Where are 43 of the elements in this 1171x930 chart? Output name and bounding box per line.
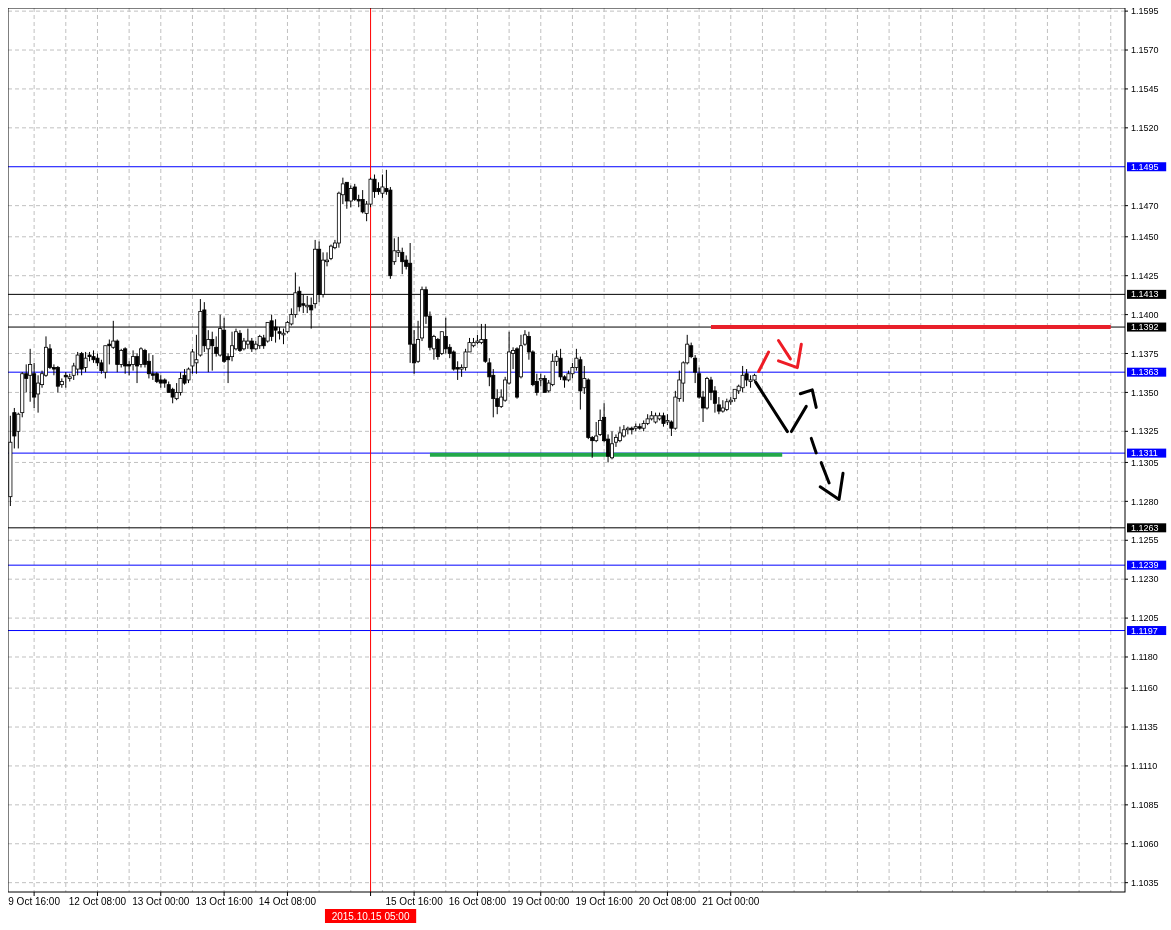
ref-line-label: 1.1311 xyxy=(1131,448,1158,459)
y-tick-label: 1.1450 xyxy=(1131,231,1159,242)
ref-line-label: 1.1239 xyxy=(1131,560,1159,571)
x-tick-label: 2015.10.15 05:00 xyxy=(331,911,410,922)
x-tick-label: 12 Oct 08:00 xyxy=(68,896,127,907)
y-tick-label: 1.1470 xyxy=(1131,200,1159,211)
y-tick-label: 1.1520 xyxy=(1131,122,1159,133)
y-tick-label: 1.1305 xyxy=(1131,457,1159,468)
x-tick-label: 15 Oct 16:00 xyxy=(385,896,444,907)
y-tick-label: 1.1255 xyxy=(1131,535,1159,546)
x-tick-label: 21 Oct 00:00 xyxy=(702,896,760,907)
ref-line-label: 1.1363 xyxy=(1131,367,1159,378)
y-tick-label: 1.1595 xyxy=(1131,6,1159,17)
ref-line-label: 1.1392 xyxy=(1131,322,1159,333)
y-tick-label: 1.1135 xyxy=(1131,722,1158,733)
y-tick-label: 1.1325 xyxy=(1131,426,1159,437)
y-tick-label: 1.1060 xyxy=(1131,838,1159,849)
y-tick-label: 1.1570 xyxy=(1131,45,1159,56)
x-tick-label: 14 Oct 08:00 xyxy=(258,896,317,907)
x-tick-label: 19 Oct 16:00 xyxy=(575,896,634,907)
y-tick-label: 1.1230 xyxy=(1131,574,1159,585)
x-tick-label: 13 Oct 00:00 xyxy=(132,896,190,907)
ref-line-label: 1.1413 xyxy=(1131,289,1159,300)
x-tick-label: 19 Oct 00:00 xyxy=(512,896,570,907)
x-tick-label: 20 Oct 08:00 xyxy=(638,896,697,907)
ref-line-label: 1.1197 xyxy=(1131,625,1158,636)
ref-line-label: 1.1263 xyxy=(1131,522,1159,533)
y-tick-label: 1.1180 xyxy=(1131,652,1158,663)
y-tick-label: 1.1545 xyxy=(1131,84,1159,95)
x-tick-label: 16 Oct 08:00 xyxy=(448,896,507,907)
ref-line-label: 1.1495 xyxy=(1131,161,1159,172)
y-tick-label: 1.1350 xyxy=(1131,387,1159,398)
y-tick-label: 1.1035 xyxy=(1131,877,1159,888)
y-tick-label: 1.1425 xyxy=(1131,270,1159,281)
y-tick-label: 1.1280 xyxy=(1131,496,1159,507)
y-tick-label: 1.1110 xyxy=(1131,761,1158,772)
x-tick-label: 13 Oct 16:00 xyxy=(195,896,254,907)
y-tick-label: 1.1160 xyxy=(1131,683,1158,694)
y-tick-label: 1.1085 xyxy=(1131,800,1159,810)
x-tick-label: 9 Oct 16:00 xyxy=(8,896,61,907)
y-tick-label: 1.1375 xyxy=(1131,348,1159,359)
y-tick-label: 1.1205 xyxy=(1131,613,1159,624)
y-tick-label: 1.1400 xyxy=(1131,309,1159,320)
